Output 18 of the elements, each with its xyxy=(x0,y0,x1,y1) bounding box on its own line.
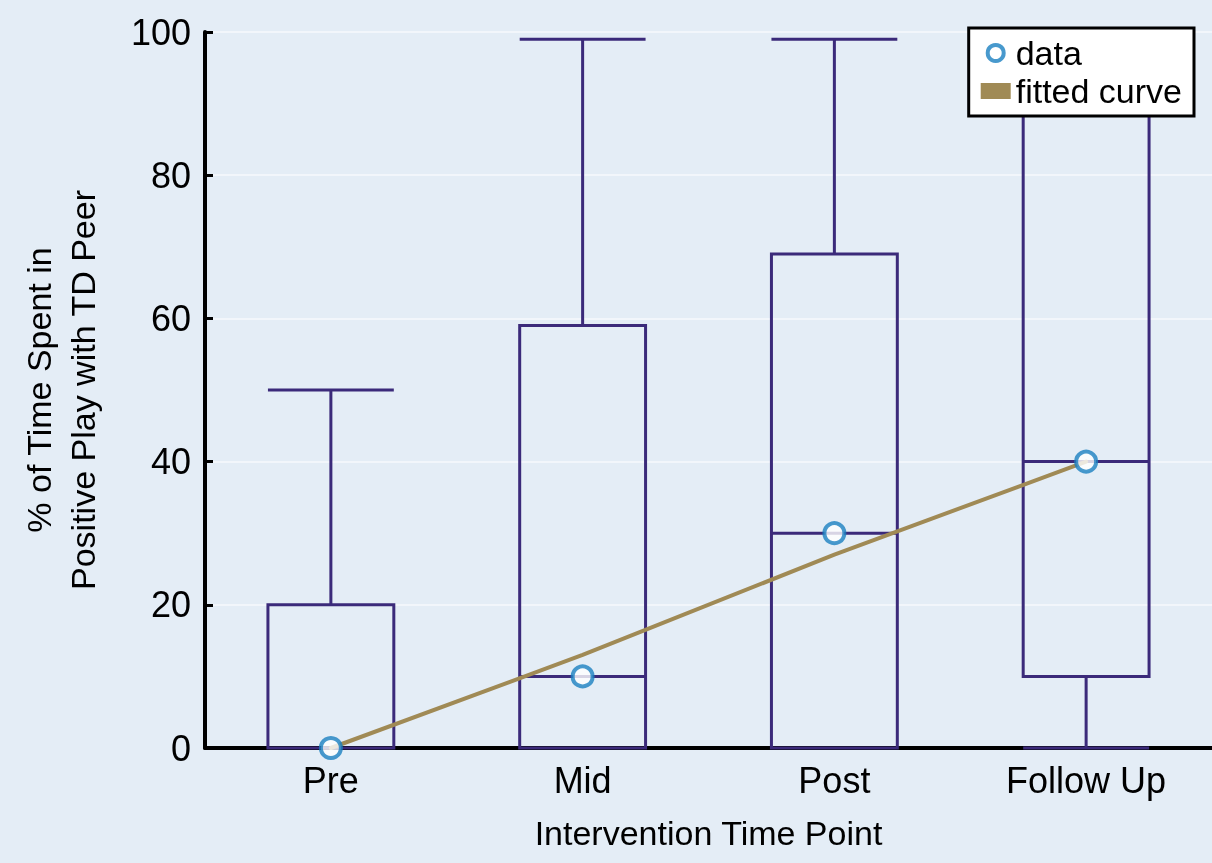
point xyxy=(822,521,847,546)
x-tick-label: Follow Up xyxy=(1006,759,1167,801)
y-tick-label: 80 xyxy=(150,154,191,196)
y-tick-label: 100 xyxy=(130,11,191,53)
y-tick-label: 20 xyxy=(150,584,191,626)
y-tick-label: 40 xyxy=(150,441,191,483)
y-tick-label: 0 xyxy=(170,727,191,769)
x-tick-label: Mid xyxy=(553,759,612,801)
y-tick-label: 60 xyxy=(150,297,191,339)
y-axis-title: % of Time Spent in Positive Play with TD Peer xyxy=(20,190,102,590)
point xyxy=(1074,449,1099,474)
point xyxy=(570,664,595,689)
x-tick-label: Pre xyxy=(302,759,359,801)
x-tick-label: Post xyxy=(798,759,871,801)
legend-label: fitted curve xyxy=(1015,72,1183,110)
legend-label: data xyxy=(1015,34,1082,72)
x-axis-title: Intervention Time Point xyxy=(534,814,883,852)
point xyxy=(318,736,343,760)
